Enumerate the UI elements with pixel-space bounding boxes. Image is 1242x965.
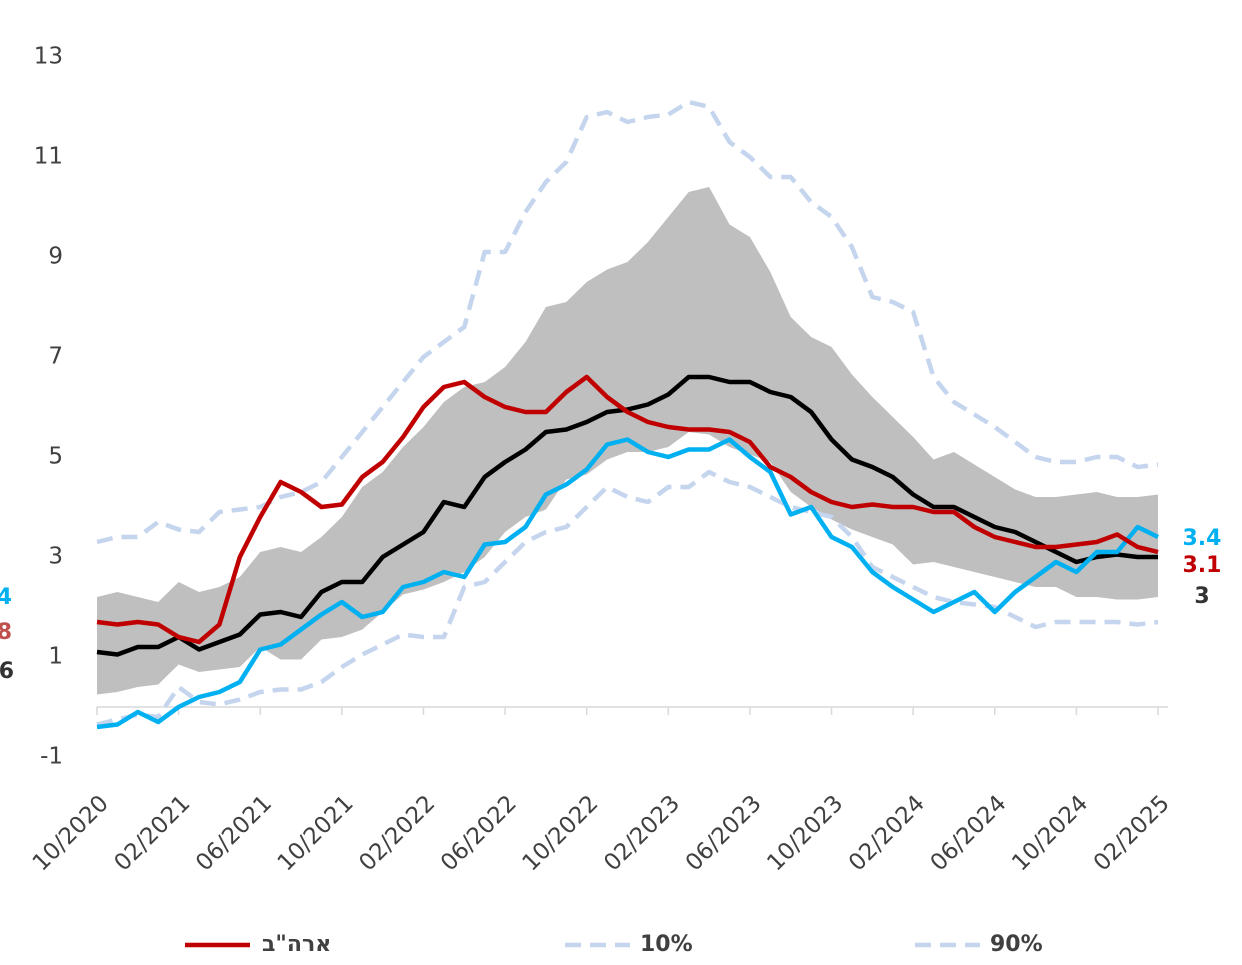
annotation: 3.1 <box>1183 553 1222 578</box>
x-tick-label: 06/2021 <box>191 790 277 876</box>
x-tick-label: 02/2021 <box>109 790 195 876</box>
y-tick-label: 5 <box>48 444 63 470</box>
y-tick-label: 9 <box>48 244 63 270</box>
x-tick-label: 02/2023 <box>599 790 685 876</box>
series-line <box>96 374 1159 645</box>
y-tick-label: 1 <box>48 644 63 670</box>
annotation: 8 <box>0 620 12 645</box>
x-tick-label: 06/2023 <box>681 790 767 876</box>
legend-label: ארה"ב <box>262 932 331 957</box>
y-tick-label: -1 <box>40 744 63 770</box>
x-tick-label: 10/2024 <box>1007 790 1093 876</box>
y-tick-label: 3 <box>48 544 63 570</box>
x-tick-label: 02/2022 <box>354 790 440 876</box>
y-tick-label: 13 <box>34 44 63 70</box>
annotation: 3 <box>1194 584 1209 609</box>
legend-label: 10% <box>640 932 693 957</box>
series-line <box>96 437 1159 730</box>
dashed-line <box>96 469 1159 727</box>
x-tick-label: 10/2020 <box>28 790 114 876</box>
x-tick-label: 02/2024 <box>844 790 930 876</box>
annotation: 6 <box>0 659 14 684</box>
x-tick-label: 10/2021 <box>273 790 359 876</box>
x-tick-label: 02/2025 <box>1089 790 1175 876</box>
x-tick-label: 10/2023 <box>762 790 848 876</box>
x-tick-label: 10/2022 <box>518 790 604 876</box>
y-tick-label: 7 <box>48 344 63 370</box>
x-tick-label: 06/2022 <box>436 790 522 876</box>
dashed-line <box>96 99 1159 545</box>
x-tick-label: 06/2024 <box>926 790 1012 876</box>
annotation: 4 <box>0 585 12 610</box>
y-tick-label: 11 <box>34 144 63 170</box>
annotation: 3.4 <box>1183 526 1222 551</box>
legend-label: 90% <box>990 932 1043 957</box>
